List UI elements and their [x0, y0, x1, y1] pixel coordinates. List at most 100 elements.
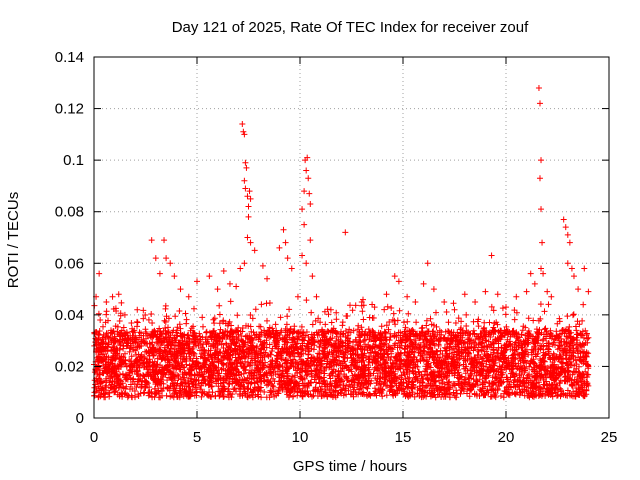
- data-point: [313, 293, 320, 300]
- data-point: [241, 177, 248, 184]
- data-point: [121, 311, 128, 318]
- data-point: [342, 229, 349, 236]
- data-point: [244, 193, 251, 200]
- data-point: [568, 265, 575, 272]
- data-point: [288, 265, 295, 272]
- data-point: [536, 100, 543, 107]
- data-point: [243, 164, 250, 171]
- data-point: [177, 286, 184, 293]
- data-point: [220, 268, 227, 275]
- data-point: [134, 306, 141, 313]
- data-point: [482, 288, 489, 295]
- data-point: [544, 288, 551, 295]
- data-point: [548, 293, 555, 300]
- data-point: [161, 237, 168, 244]
- data-point: [246, 188, 253, 195]
- data-point: [214, 286, 221, 293]
- data-point: [226, 280, 233, 287]
- data-point: [239, 121, 246, 128]
- y-tick-label: 0.02: [55, 358, 84, 375]
- data-point: [303, 167, 310, 174]
- data-point: [115, 291, 122, 298]
- data-point: [303, 260, 310, 267]
- data-point: [536, 175, 543, 182]
- data-point: [461, 291, 468, 298]
- data-point: [251, 247, 258, 254]
- data-point: [538, 157, 545, 164]
- data-point: [167, 260, 174, 267]
- data-point: [244, 234, 251, 241]
- x-tick-label: 5: [193, 429, 201, 446]
- data-point: [369, 301, 376, 308]
- tick-labels: 0 5 10 15 20 25 0 0.02 0.04 0.06 0.08 0.1 0.12 0.14: [55, 49, 618, 446]
- y-axis-title: ROTI / TECUs: [5, 192, 22, 288]
- data-point: [395, 278, 402, 285]
- y-tick-label: 0.12: [55, 101, 84, 118]
- x-axis-title: GPS time / hours: [293, 458, 407, 475]
- y-tick-label: 0: [76, 410, 84, 427]
- data-point: [299, 206, 306, 213]
- y-tick-label: 0.1: [63, 152, 84, 169]
- data-point: [237, 265, 244, 272]
- data-point: [562, 224, 569, 231]
- data-point: [259, 262, 266, 269]
- data-point: [305, 175, 312, 182]
- data-point: [294, 293, 301, 300]
- data-point: [233, 283, 240, 290]
- y-tick-label: 0.14: [55, 49, 84, 66]
- data-point: [241, 260, 248, 267]
- x-tick-label: 20: [498, 429, 515, 446]
- data-point: [523, 288, 530, 295]
- x-tick-label: 25: [601, 429, 618, 446]
- data-point: [282, 239, 289, 246]
- data-point: [404, 293, 411, 300]
- plot-frame: [93, 56, 610, 419]
- data-point: [539, 239, 546, 246]
- data-point: [566, 239, 573, 246]
- data-point: [194, 278, 200, 285]
- data-point: [307, 200, 314, 207]
- data-point: [109, 293, 116, 300]
- axis-ticks: [93, 56, 610, 419]
- data-point: [488, 252, 495, 259]
- data-point: [564, 260, 571, 267]
- x-tick-label: 10: [292, 429, 309, 446]
- data-point: [299, 252, 306, 259]
- data-point: [540, 270, 547, 277]
- data-point: [531, 280, 538, 287]
- data-point: [284, 255, 291, 262]
- y-tick-label: 0.08: [55, 204, 84, 221]
- data-point: [185, 293, 192, 300]
- data-point: [245, 213, 252, 220]
- data-point: [301, 188, 308, 195]
- data-point: [156, 270, 163, 277]
- data-point: [327, 306, 334, 313]
- y-tick-label: 0.04: [55, 307, 84, 324]
- data-point: [148, 237, 155, 244]
- data-point: [430, 286, 437, 293]
- data-point: [503, 304, 509, 311]
- data-point: [564, 231, 571, 238]
- data-point: [241, 131, 248, 138]
- data-point: [304, 154, 311, 161]
- data-point: [535, 84, 542, 91]
- data-point: [581, 265, 588, 272]
- data-point: [420, 280, 427, 287]
- data-point: [280, 226, 287, 233]
- data-point: [307, 237, 314, 244]
- data-point: [383, 291, 390, 298]
- data-point: [163, 255, 170, 262]
- data-point: [309, 273, 316, 280]
- data-point: [424, 260, 431, 267]
- data-point: [538, 206, 545, 213]
- data-point: [242, 185, 249, 192]
- data-point: [96, 270, 103, 277]
- data-points: [91, 84, 592, 401]
- data-point: [441, 298, 448, 305]
- data-point: [206, 273, 213, 280]
- data-point: [412, 298, 419, 305]
- data-point: [240, 128, 247, 135]
- data-point: [301, 221, 308, 228]
- data-point: [513, 293, 520, 300]
